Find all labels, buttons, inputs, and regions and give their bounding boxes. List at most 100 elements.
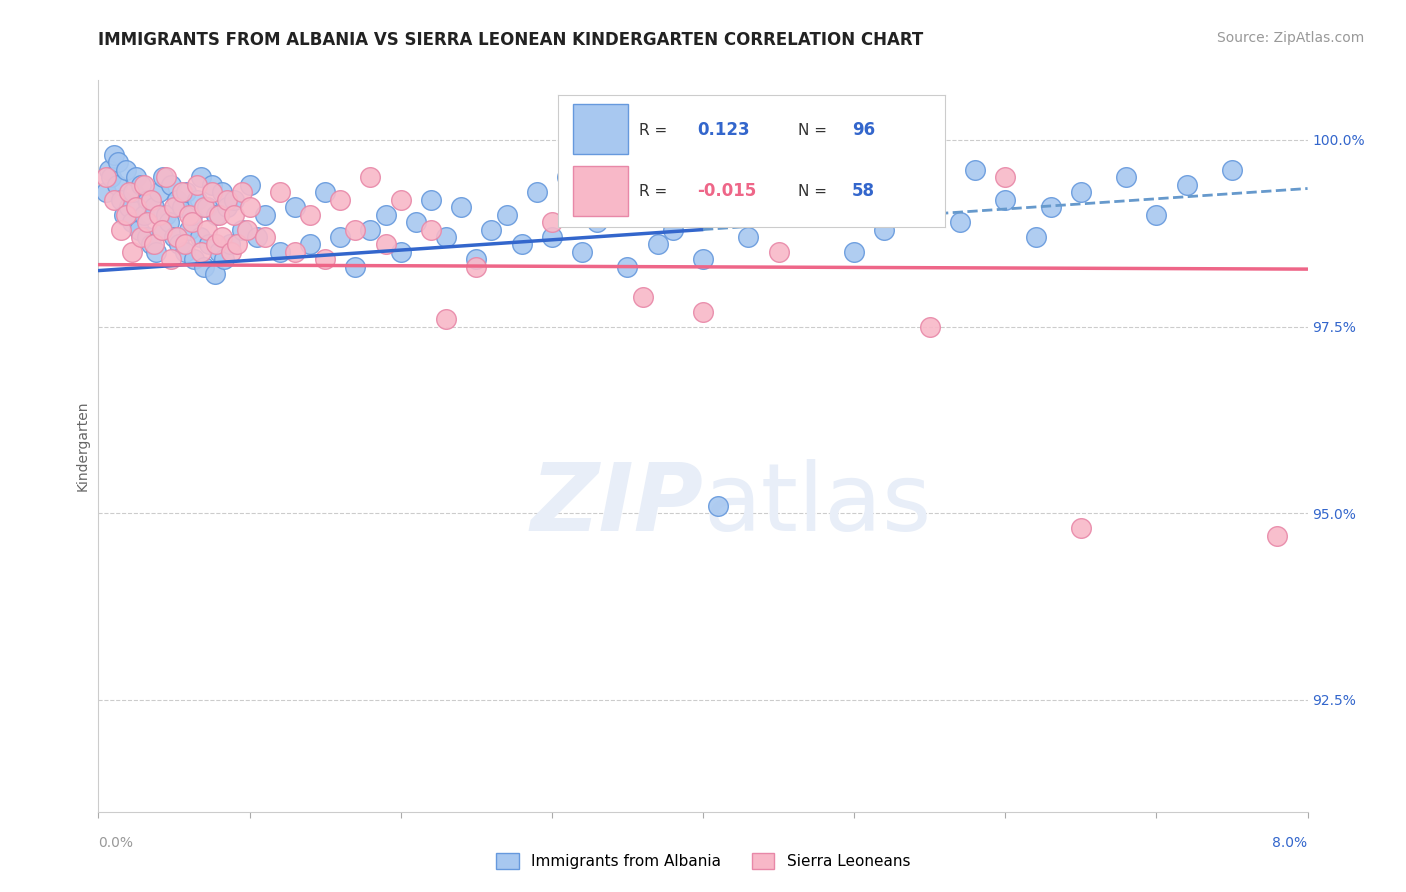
Point: [94, 170, 117, 185]
Point: [246, 230, 269, 244]
Point: [181, 208, 204, 222]
Point: [163, 230, 186, 244]
Point: [125, 170, 148, 185]
Point: [186, 193, 208, 207]
Text: atlas: atlas: [703, 458, 931, 550]
Point: [344, 260, 367, 274]
Point: [768, 208, 790, 222]
Point: [329, 193, 352, 207]
Point: [205, 208, 228, 222]
Point: [150, 222, 173, 236]
Point: [284, 244, 307, 259]
Point: [420, 193, 443, 207]
Point: [586, 200, 609, 214]
Point: [114, 208, 136, 222]
Point: [201, 178, 224, 192]
Point: [143, 237, 166, 252]
Point: [190, 170, 212, 185]
Point: [129, 178, 152, 192]
Point: [128, 222, 150, 236]
Point: [160, 178, 183, 192]
Point: [540, 215, 562, 229]
Point: [215, 193, 238, 207]
Point: [114, 162, 136, 177]
Point: [231, 222, 253, 236]
Point: [298, 208, 321, 222]
Point: [314, 186, 336, 200]
Point: [813, 148, 835, 162]
Point: [555, 170, 578, 185]
Point: [122, 186, 145, 200]
Point: [195, 222, 218, 236]
Point: [235, 222, 257, 236]
Point: [269, 186, 291, 200]
Point: [224, 193, 246, 207]
Point: [1115, 170, 1137, 185]
Point: [103, 148, 125, 162]
Point: [170, 186, 193, 200]
Point: [112, 208, 135, 222]
Point: [465, 252, 488, 267]
Point: [949, 215, 972, 229]
Point: [136, 193, 159, 207]
Point: [183, 252, 205, 267]
Point: [177, 222, 201, 236]
Text: IMMIGRANTS FROM ALBANIA VS SIERRA LEONEAN KINDERGARTEN CORRELATION CHART: IMMIGRANTS FROM ALBANIA VS SIERRA LEONEA…: [98, 31, 924, 49]
Point: [94, 186, 117, 200]
Point: [374, 208, 396, 222]
Point: [155, 208, 177, 222]
Point: [269, 244, 291, 259]
Text: Source: ZipAtlas.com: Source: ZipAtlas.com: [1216, 31, 1364, 45]
Point: [314, 252, 336, 267]
Point: [167, 237, 190, 252]
Point: [148, 186, 170, 200]
Point: [965, 162, 987, 177]
Point: [405, 215, 427, 229]
Point: [110, 222, 132, 236]
Text: 0.0%: 0.0%: [98, 836, 134, 850]
Point: [465, 260, 488, 274]
Point: [1265, 528, 1288, 542]
Point: [143, 200, 166, 214]
Point: [204, 268, 226, 282]
Point: [450, 200, 472, 214]
Point: [253, 230, 276, 244]
Point: [166, 193, 188, 207]
Point: [284, 200, 307, 214]
Point: [844, 170, 866, 185]
Point: [145, 244, 167, 259]
Point: [495, 208, 517, 222]
Point: [212, 252, 235, 267]
Point: [360, 170, 382, 185]
Point: [231, 186, 253, 200]
Point: [692, 304, 714, 318]
Point: [186, 178, 208, 192]
Point: [141, 237, 163, 252]
Point: [205, 237, 228, 252]
Point: [170, 200, 193, 214]
Point: [166, 230, 188, 244]
Y-axis label: Kindergarten: Kindergarten: [76, 401, 90, 491]
Point: [141, 193, 163, 207]
Point: [125, 200, 148, 214]
Point: [152, 170, 174, 185]
Point: [586, 215, 609, 229]
Point: [647, 237, 669, 252]
Point: [1175, 178, 1198, 192]
Point: [135, 215, 157, 229]
Point: [1070, 521, 1092, 535]
Point: [226, 237, 249, 252]
Point: [661, 222, 683, 236]
Point: [211, 186, 233, 200]
Point: [692, 252, 714, 267]
Point: [994, 170, 1017, 185]
Point: [631, 290, 654, 304]
Point: [360, 222, 382, 236]
Point: [163, 200, 186, 214]
Point: [103, 193, 125, 207]
Point: [434, 230, 457, 244]
Point: [1070, 186, 1092, 200]
Point: [121, 244, 143, 259]
Point: [148, 208, 170, 222]
Point: [481, 222, 503, 236]
